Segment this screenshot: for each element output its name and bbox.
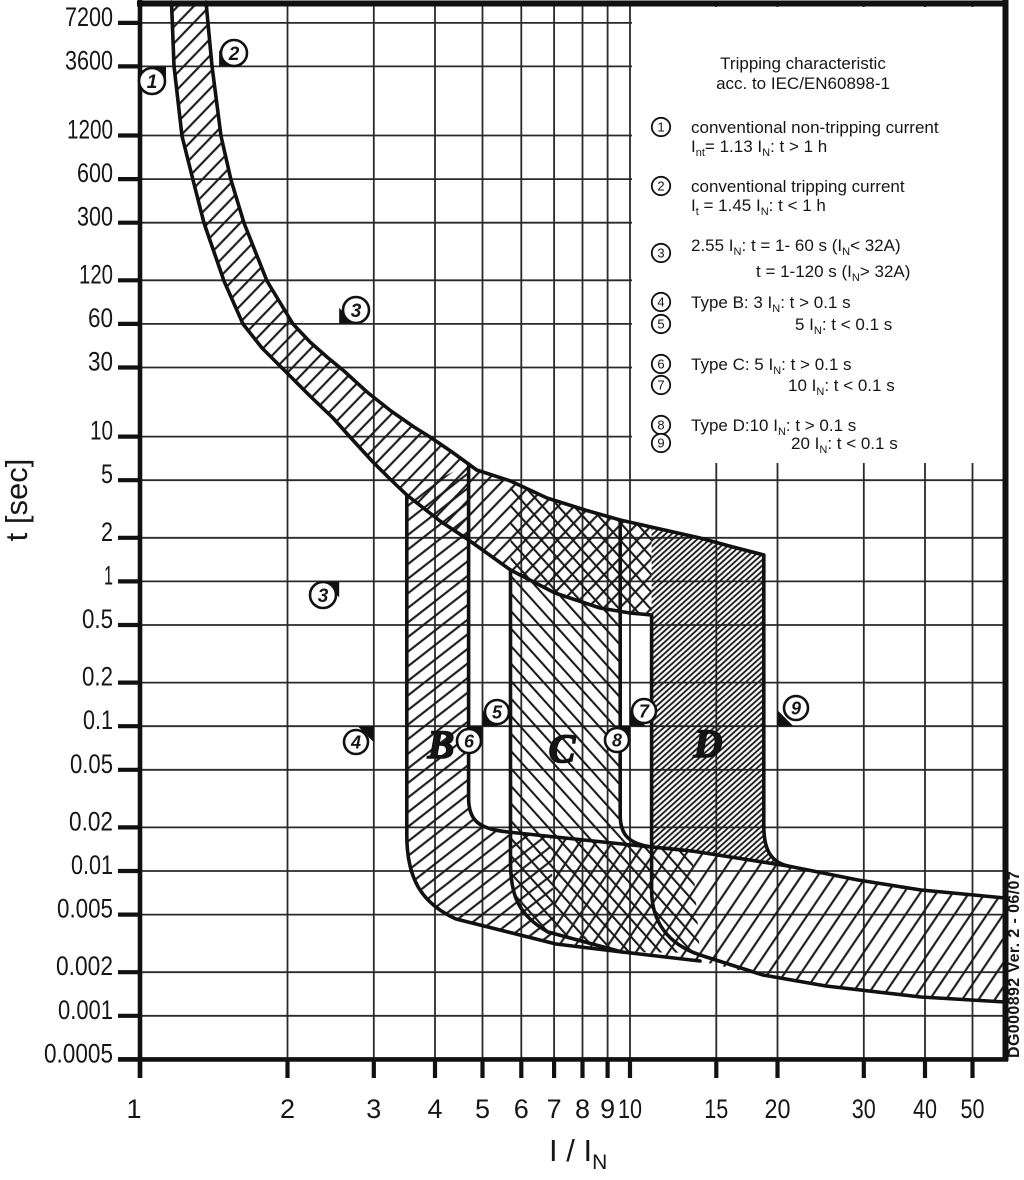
svg-text:5: 5 [101,459,113,489]
svg-text:0.01: 0.01 [71,850,113,880]
svg-text:0.05: 0.05 [70,749,113,779]
svg-text:6: 6 [514,1094,529,1124]
svg-text:1: 1 [657,120,664,135]
svg-text:9: 9 [791,698,801,718]
svg-text:2.55 IN: t = 1- 60 s (IN< 32A): 2.55 IN: t = 1- 60 s (IN< 32A) [691,236,901,258]
svg-text:D: D [693,721,723,766]
svg-text:1: 1 [126,1094,141,1124]
svg-text:2: 2 [101,517,113,547]
svg-text:5 IN: t < 0.1 s: 5 IN: t < 0.1 s [795,315,892,337]
svg-text:1200: 1200 [67,115,113,145]
svg-text:Int= 1.13 IN: t > 1 h: Int= 1.13 IN: t > 1 h [691,137,827,159]
svg-text:2: 2 [228,44,240,65]
svg-text:0.001: 0.001 [58,995,113,1025]
svg-text:0.1: 0.1 [83,705,113,735]
svg-text:3: 3 [657,246,664,261]
svg-text:3: 3 [366,1094,381,1124]
svg-text:0.02: 0.02 [69,806,113,836]
svg-text:t = 1-120 s (IN> 32A): t = 1-120 s (IN> 32A) [756,262,910,284]
svg-text:t [sec]: t [sec] [0,459,34,542]
svg-text:30: 30 [88,347,113,377]
svg-text:2: 2 [657,179,664,194]
svg-text:acc. to IEC/EN60898-1: acc. to IEC/EN60898-1 [716,74,890,93]
svg-text:It = 1.45 IN: t < 1 h: It = 1.45 IN: t < 1 h [691,196,826,218]
svg-text:9: 9 [657,436,664,451]
svg-text:600: 600 [77,158,113,188]
svg-text:15: 15 [704,1094,728,1124]
svg-text:conventional non-tripping curr: conventional non-tripping current [691,118,939,137]
svg-text:0.005: 0.005 [57,894,113,924]
svg-text:10: 10 [90,416,113,446]
svg-text:8: 8 [612,730,622,750]
svg-text:0.0005: 0.0005 [44,1038,113,1068]
svg-text:1: 1 [104,560,113,590]
svg-text:5: 5 [657,317,664,332]
svg-text:C: C [549,726,577,771]
svg-text:Type C: 5 IN: t > 0.1 s: Type C: 5 IN: t > 0.1 s [691,355,852,377]
svg-text:120: 120 [79,259,113,289]
svg-text:8: 8 [657,418,664,433]
svg-text:3: 3 [318,586,329,607]
svg-text:0.002: 0.002 [56,951,113,981]
svg-text:5: 5 [475,1094,490,1124]
svg-text:6: 6 [464,731,475,751]
svg-text:7: 7 [657,378,664,393]
svg-text:1: 1 [147,72,158,93]
svg-text:Type D:10 IN: t > 0.1 s: Type D:10 IN: t > 0.1 s [691,416,856,438]
svg-text:300: 300 [77,202,113,232]
svg-text:5: 5 [492,702,503,722]
svg-text:10: 10 [618,1094,642,1124]
svg-text:B: B [427,722,455,767]
svg-text:0.5: 0.5 [82,604,113,634]
svg-text:40: 40 [913,1094,937,1124]
svg-text:4: 4 [657,295,664,310]
svg-text:conventional tripping current: conventional tripping current [691,177,905,196]
svg-text:9: 9 [600,1094,615,1124]
svg-text:4: 4 [350,732,361,752]
svg-text:7200: 7200 [65,2,113,32]
svg-text:Type B: 3 IN: t > 0.1 s: Type B: 3 IN: t > 0.1 s [691,293,851,315]
svg-text:0.2: 0.2 [82,662,113,692]
svg-text:DG000892 Ver. 2 - 06/07: DG000892 Ver. 2 - 06/07 [1006,871,1023,1058]
svg-text:2: 2 [280,1094,295,1124]
svg-text:8: 8 [575,1094,590,1124]
svg-text:20: 20 [765,1094,791,1124]
svg-text:50: 50 [961,1094,985,1124]
svg-text:3: 3 [351,301,362,322]
svg-text:10 IN: t < 0.1 s: 10 IN: t < 0.1 s [788,376,895,398]
svg-text:7: 7 [547,1094,562,1124]
svg-text:20 IN: t < 0.1 s: 20 IN: t < 0.1 s [791,434,898,456]
svg-text:3600: 3600 [65,45,113,75]
svg-text:7: 7 [639,701,650,721]
svg-text:4: 4 [427,1094,442,1124]
svg-text:30: 30 [852,1094,876,1124]
svg-text:6: 6 [657,357,664,372]
svg-text:60: 60 [88,303,113,333]
svg-text:Tripping characteristic: Tripping characteristic [720,54,886,73]
